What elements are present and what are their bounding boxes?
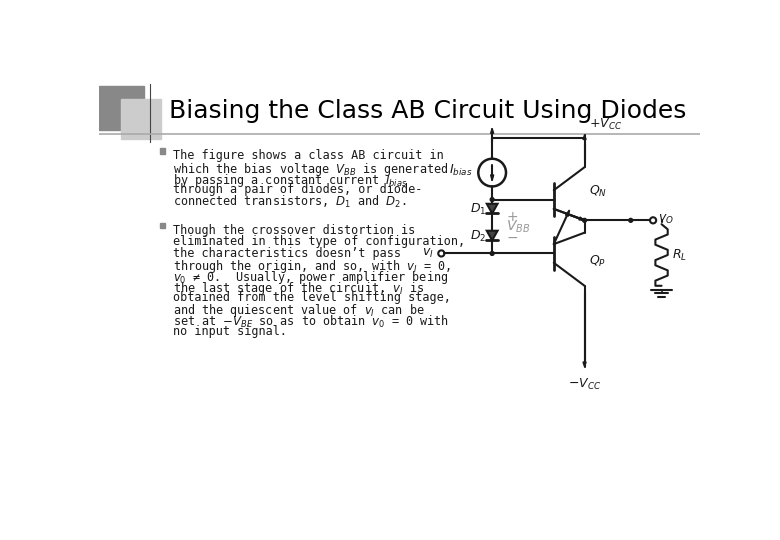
Text: $Q_N$: $Q_N$ [589, 184, 608, 199]
Text: $I_{bias}$: $I_{bias}$ [448, 163, 472, 178]
Text: the last stage of the circuit, $v_I$ is: the last stage of the circuit, $v_I$ is [173, 280, 424, 297]
Text: set at $-V_{BE}$ so as to obtain $v_0$ = 0 with: set at $-V_{BE}$ so as to obtain $v_0$ =… [173, 314, 449, 329]
Text: eliminated in this type of configuration,: eliminated in this type of configuration… [173, 235, 466, 248]
Polygon shape [491, 175, 494, 180]
Text: connected transistors, $D_1$ and $D_2$.: connected transistors, $D_1$ and $D_2$. [173, 194, 407, 210]
Circle shape [583, 218, 587, 222]
Bar [159, 148, 165, 154]
Text: $D_1$: $D_1$ [470, 201, 486, 217]
Text: $-V_{CC}$: $-V_{CC}$ [568, 377, 601, 392]
Text: and the quiescent value of $v_I$ can be: and the quiescent value of $v_I$ can be [173, 302, 425, 319]
Text: $v_O$: $v_O$ [658, 213, 675, 226]
Text: $+V_{CC}$: $+V_{CC}$ [589, 117, 622, 132]
Text: by passing a constant current $I_{bias}$: by passing a constant current $I_{bias}$ [173, 172, 408, 189]
Circle shape [629, 218, 633, 222]
Text: through the origin, and so, with $v_I$ = 0,: through the origin, and so, with $v_I$ =… [173, 258, 451, 275]
Text: obtained from the level shifting stage,: obtained from the level shifting stage, [173, 291, 452, 304]
Text: no input signal.: no input signal. [173, 325, 287, 338]
Polygon shape [583, 135, 586, 139]
Polygon shape [491, 129, 494, 133]
Text: $Q_P$: $Q_P$ [589, 254, 606, 269]
Circle shape [490, 252, 494, 255]
Polygon shape [566, 211, 569, 217]
Text: $+$: $+$ [506, 210, 518, 224]
Text: $v_0$ ≠ 0.  Usually, power amplifier being: $v_0$ ≠ 0. Usually, power amplifier bein… [173, 269, 448, 286]
Text: which the bias voltage $V_{BB}$ is generated: which the bias voltage $V_{BB}$ is gener… [173, 161, 448, 178]
Text: The figure shows a class AB circuit in: The figure shows a class AB circuit in [173, 150, 444, 163]
Polygon shape [579, 217, 584, 220]
Circle shape [490, 198, 494, 201]
Text: Though the crossover distortion is: Though the crossover distortion is [173, 224, 416, 237]
Bar [121, 99, 161, 139]
Bar [99, 85, 144, 130]
Bar [159, 223, 165, 228]
Text: $D_2$: $D_2$ [470, 228, 486, 244]
Text: the characteristics doesn’t pass: the characteristics doesn’t pass [173, 247, 402, 260]
Polygon shape [583, 362, 586, 367]
Text: Biasing the Class AB Circuit Using Diodes: Biasing the Class AB Circuit Using Diode… [168, 99, 686, 123]
Text: through a pair of diodes, or diode-: through a pair of diodes, or diode- [173, 183, 423, 196]
Text: $V_{BB}$: $V_{BB}$ [506, 218, 530, 235]
Text: $v_I$: $v_I$ [422, 247, 434, 260]
Polygon shape [487, 231, 498, 240]
Text: $R_L$: $R_L$ [672, 247, 687, 262]
Text: $-$: $-$ [506, 230, 518, 244]
Polygon shape [487, 204, 498, 213]
